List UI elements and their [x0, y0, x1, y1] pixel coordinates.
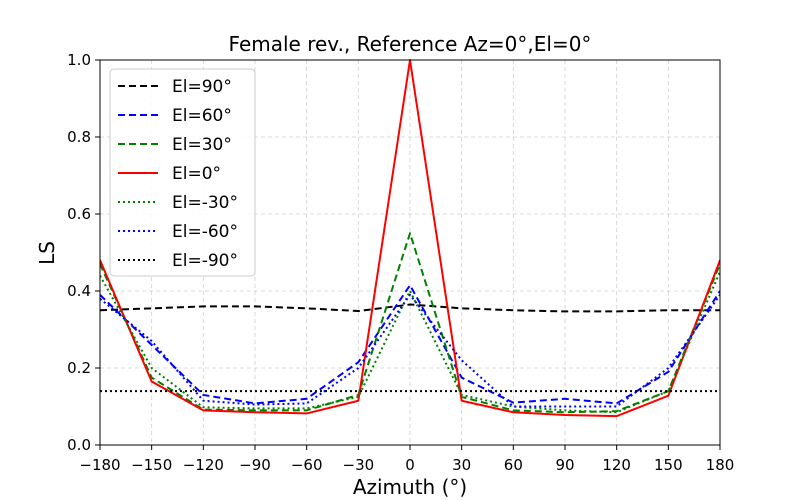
legend-items: El=90° El=60° El=30° El=0° El=-30° El=-60° El=…: [118, 77, 238, 271]
y-tick-label: 0.6: [67, 205, 91, 223]
legend-label: El=-30°: [172, 193, 238, 213]
y-tick-label: 0.4: [67, 282, 91, 300]
y-tick-label: 0.8: [67, 128, 91, 146]
series-line-el-60: [100, 293, 720, 408]
y-axis-title: LS: [35, 241, 59, 265]
x-tick-label: 90: [555, 456, 574, 474]
x-tick-label: 30: [452, 456, 471, 474]
legend-label: El=30°: [172, 135, 232, 155]
legend-label: El=0°: [172, 164, 221, 184]
y-tick-label: 0.2: [67, 359, 91, 377]
legend-label: El=90°: [172, 77, 232, 97]
x-tick-label: 180: [706, 456, 735, 474]
x-tick-label: 0: [405, 456, 415, 474]
series-line-el-30: [100, 271, 720, 414]
x-tick-label: −180: [79, 456, 120, 474]
legend-label: El=-90°: [172, 251, 238, 271]
legend: El=90° El=60° El=30° El=0° El=-30° El=-60° El=…: [109, 68, 256, 277]
x-tick-label: 60: [504, 456, 523, 474]
series-line-el90: [100, 303, 720, 313]
x-tick-label: −150: [131, 456, 172, 474]
y-tick-label: 1.0: [67, 51, 91, 69]
x-tick-label: 120: [602, 456, 631, 474]
axis-ticks: −180 −150 −120 −90 −60 −30 0 30 60 90 120 150 180 0.0…: [67, 51, 734, 474]
x-tick-label: −60: [291, 456, 323, 474]
x-tick-label: −90: [239, 456, 271, 474]
x-tick-label: −120: [183, 456, 224, 474]
legend-label: El=-60°: [172, 222, 238, 242]
x-tick-label: −30: [343, 456, 375, 474]
y-tick-label: 0.0: [67, 436, 91, 454]
legend-label: El=60°: [172, 106, 232, 126]
chart-title: Female rev., Reference Az=0°,El=0°: [229, 32, 592, 56]
x-axis-title: Azimuth (°): [353, 475, 467, 499]
series-line-el30: [100, 232, 720, 414]
series-line-el60: [100, 284, 720, 405]
legend-box: [109, 68, 256, 277]
x-tick-label: 150: [654, 456, 683, 474]
